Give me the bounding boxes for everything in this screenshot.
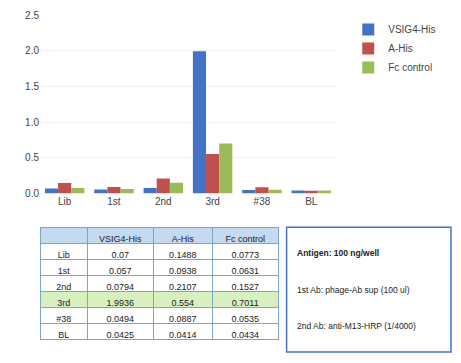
svg-text:#38: #38 [56, 314, 71, 324]
svg-text:0.1527: 0.1527 [232, 282, 260, 292]
svg-text:3rd: 3rd [57, 298, 70, 308]
svg-text:0.0794: 0.0794 [107, 282, 135, 292]
svg-text:A-His: A-His [172, 234, 194, 244]
svg-text:3rd: 3rd [205, 196, 219, 207]
svg-text:1.5: 1.5 [25, 81, 39, 92]
svg-text:0.0535: 0.0535 [232, 314, 260, 324]
svg-text:0.0434: 0.0434 [232, 330, 260, 340]
svg-text:BL: BL [305, 196, 318, 207]
svg-text:0.0631: 0.0631 [232, 266, 260, 276]
svg-text:0.0773: 0.0773 [232, 250, 260, 260]
svg-text:0.0494: 0.0494 [107, 314, 135, 324]
svg-text:0.554: 0.554 [172, 298, 195, 308]
svg-text:0.1488: 0.1488 [169, 250, 197, 260]
svg-text:BL: BL [58, 330, 69, 340]
svg-text:0.0887: 0.0887 [169, 314, 197, 324]
svg-text:0.07: 0.07 [112, 250, 130, 260]
svg-text:Antigen: 100 ng/well: Antigen: 100 ng/well [297, 248, 379, 258]
svg-text:0.5: 0.5 [25, 152, 39, 163]
svg-text:1.0: 1.0 [25, 117, 39, 128]
svg-text:Fc control: Fc control [226, 234, 266, 244]
svg-text:1st Ab: phage-Ab sup (100 ul): 1st Ab: phage-Ab sup (100 ul) [297, 285, 410, 295]
svg-text:2nd: 2nd [155, 196, 172, 207]
svg-text:0.057: 0.057 [109, 266, 132, 276]
svg-text:0.0425: 0.0425 [107, 330, 135, 340]
svg-text:VSIG4-His: VSIG4-His [99, 234, 142, 244]
svg-text:2.0: 2.0 [25, 45, 39, 56]
svg-text:VSIG4-His: VSIG4-His [388, 24, 435, 35]
svg-text:Lib: Lib [58, 250, 70, 260]
svg-text:0.0938: 0.0938 [169, 266, 197, 276]
svg-text:0.2107: 0.2107 [169, 282, 197, 292]
svg-text:0.7011: 0.7011 [232, 298, 259, 308]
svg-text:0.0414: 0.0414 [169, 330, 197, 340]
svg-text:1st: 1st [58, 266, 71, 276]
svg-text:#38: #38 [254, 196, 271, 207]
svg-text:1st: 1st [107, 196, 121, 207]
svg-text:Lib: Lib [58, 196, 72, 207]
svg-text:2nd: 2nd [56, 282, 71, 292]
svg-text:Fc control: Fc control [388, 62, 432, 73]
svg-text:1.9936: 1.9936 [107, 298, 135, 308]
svg-text:2nd Ab: anti-M13-HRP (1/4000): 2nd Ab: anti-M13-HRP (1/4000) [297, 321, 416, 331]
svg-text:0.0: 0.0 [25, 188, 39, 199]
svg-text:2.5: 2.5 [25, 10, 39, 21]
svg-text:A-His: A-His [388, 43, 412, 54]
